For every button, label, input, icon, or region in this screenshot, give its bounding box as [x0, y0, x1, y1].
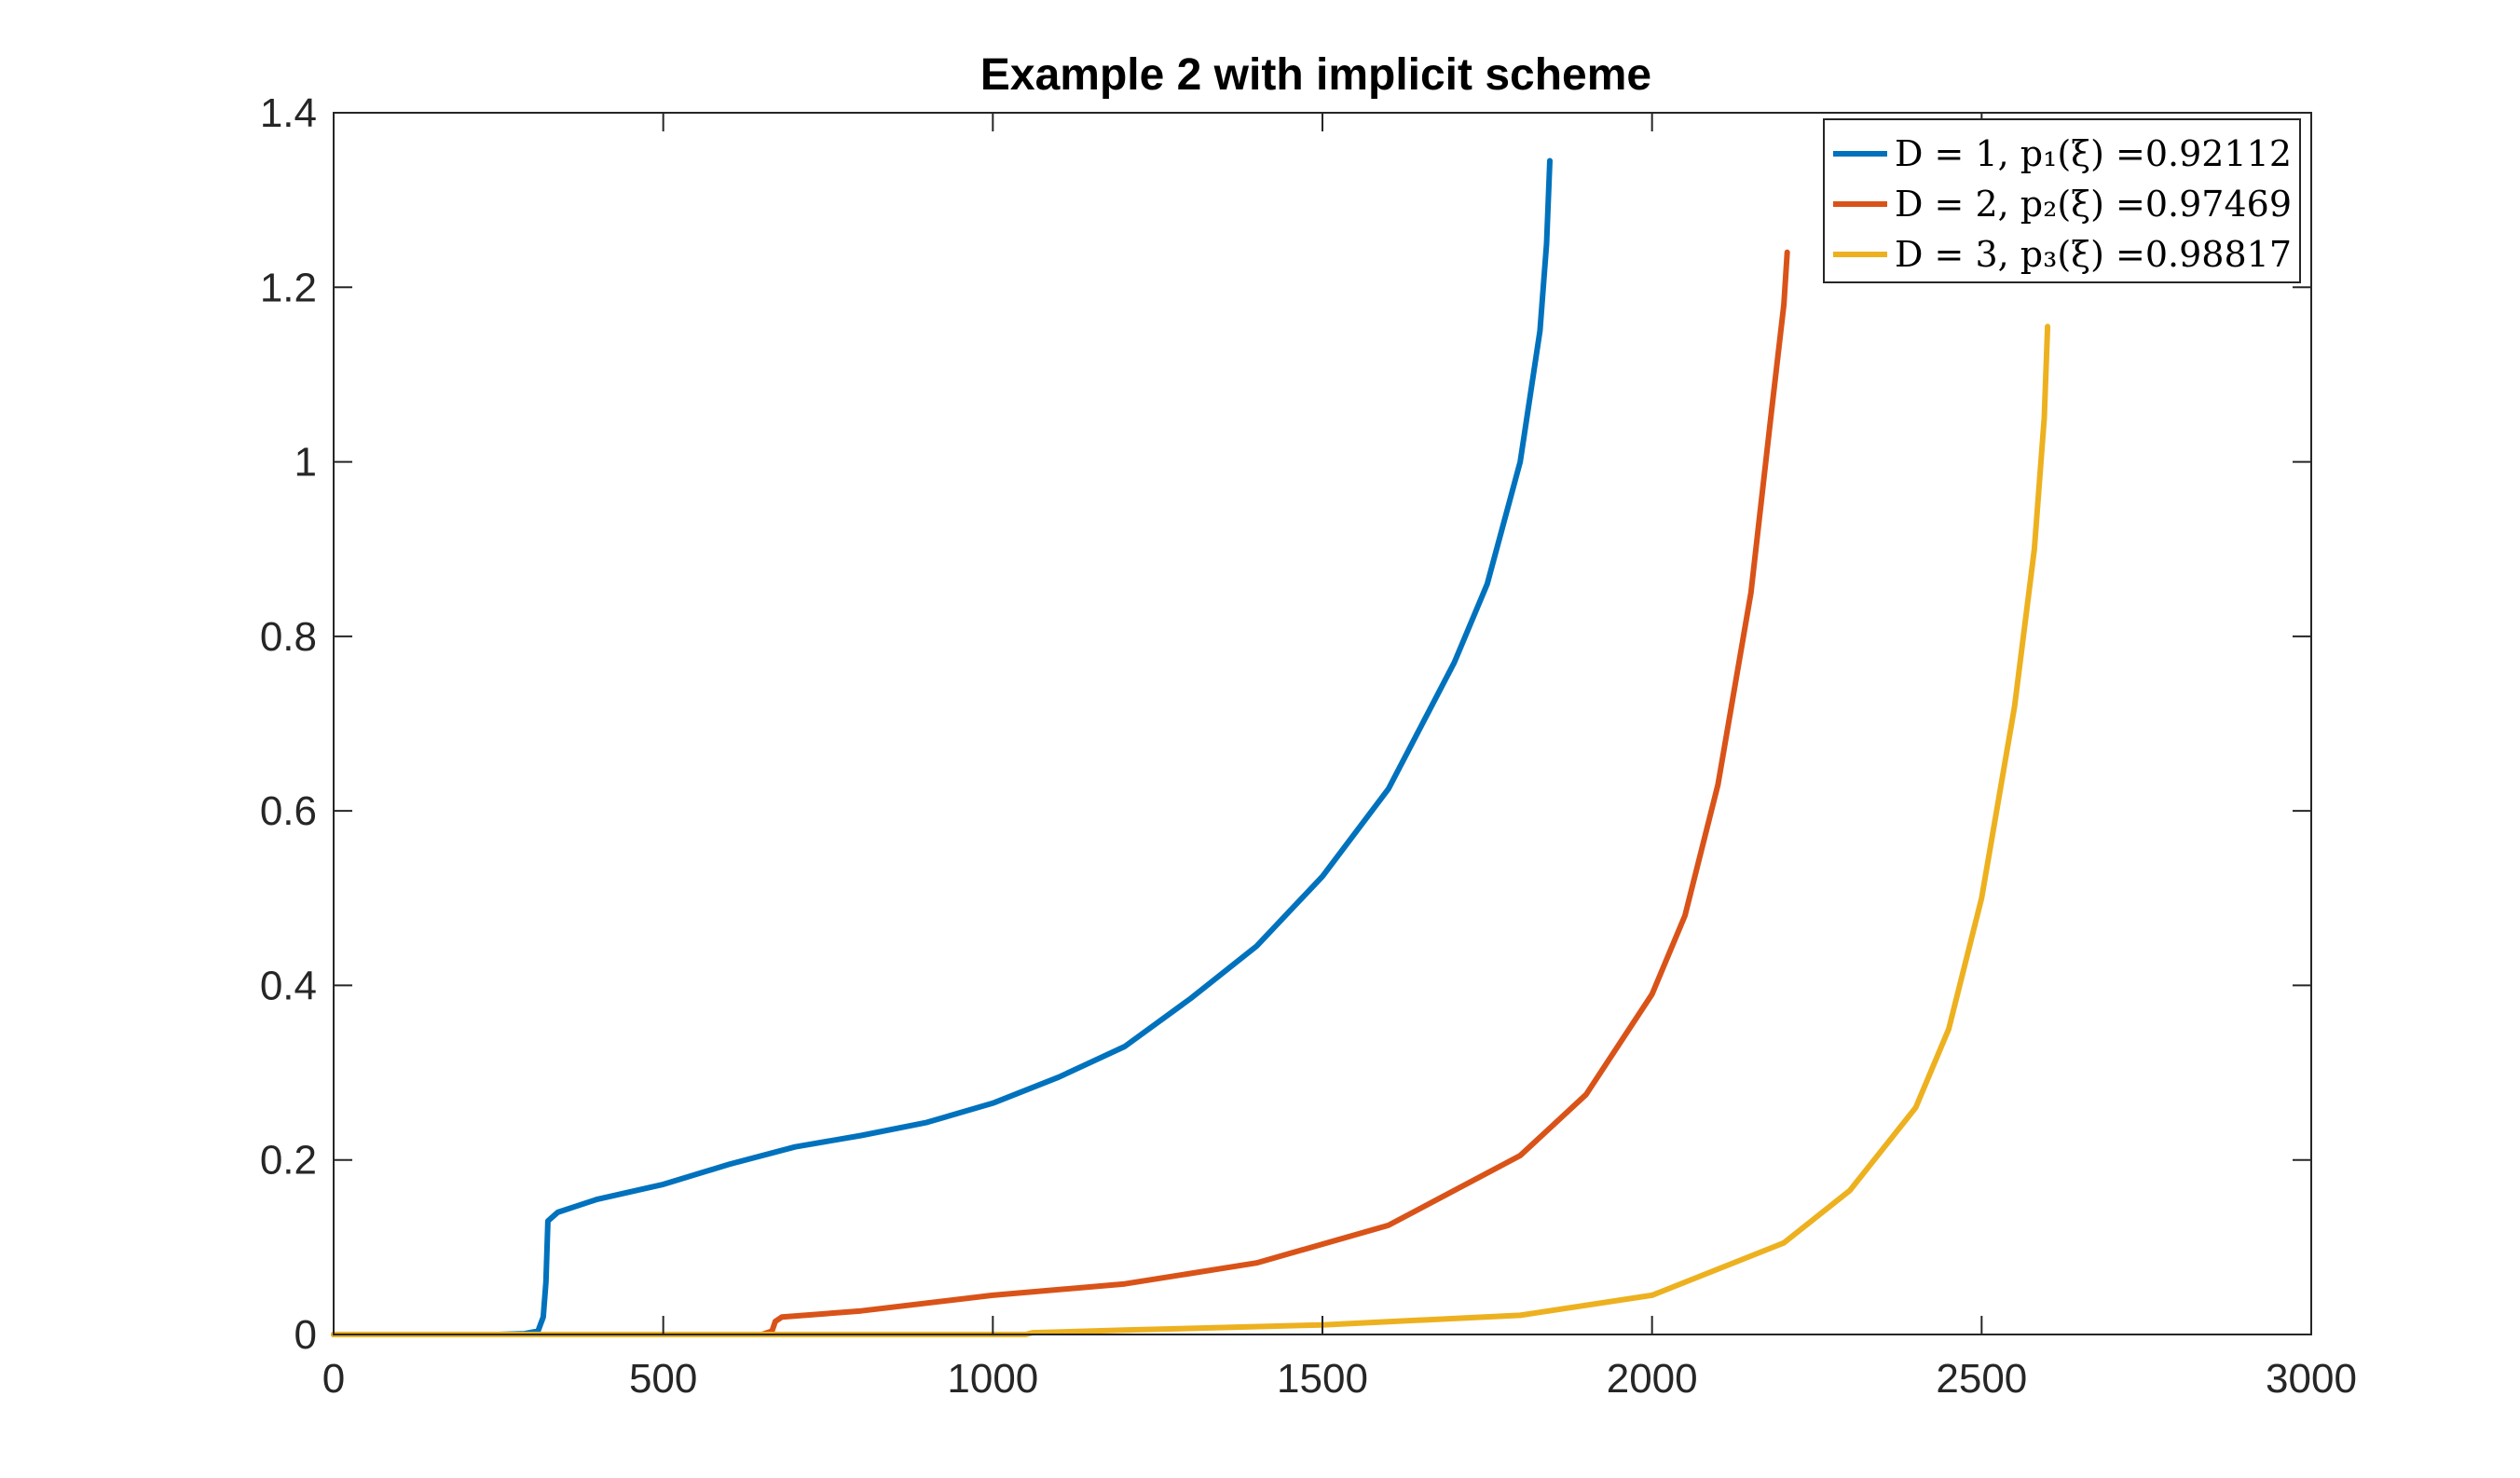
x-tick-label: 1000 — [947, 1356, 1038, 1402]
y-tick-label: 0 — [294, 1312, 317, 1358]
y-tick-label: 1.4 — [260, 90, 317, 136]
y-tick-label: 0.8 — [260, 614, 317, 660]
legend-box — [1823, 118, 2301, 283]
x-tick-label: 500 — [629, 1356, 697, 1402]
legend-label-2: D = 2, p₂(ξ) =0.97469 — [1895, 184, 2292, 225]
y-tick-label: 0.4 — [260, 963, 317, 1008]
series-line-2 — [331, 249, 1790, 1337]
x-tick-label: 3000 — [2266, 1356, 2357, 1402]
y-tick-label: 0.2 — [260, 1138, 317, 1184]
y-tick-label: 0.6 — [260, 788, 317, 834]
x-tick-label: 1500 — [1277, 1356, 1368, 1402]
axes: 0 500 1000 1500 2000 2500 3000 0 0.2 0.4 0.6 0.8 1 1.… — [260, 90, 2357, 1402]
y-tick-label: 1.2 — [260, 265, 317, 310]
plot-area — [331, 157, 2051, 1337]
x-tick-label: 2500 — [1936, 1356, 2027, 1402]
series-line-1 — [331, 157, 1553, 1337]
legend: D = 1, p₁(ξ) =0.92112 D = 2, p₂(ξ) =0.974… — [1823, 118, 2301, 283]
series-line-3 — [331, 323, 2051, 1337]
x-tick-label: 0 — [322, 1356, 345, 1402]
x-tick-label: 2000 — [1607, 1356, 1698, 1402]
axes-box — [333, 112, 2312, 1335]
legend-label-1: D = 1, p₁(ξ) =0.92112 — [1895, 133, 2292, 174]
y-tick-label: 1 — [294, 440, 317, 486]
legend-label-3: D = 3, p₃(ξ) =0.98817 — [1895, 234, 2292, 275]
chart-title: Example 2 with implicit scheme — [980, 50, 1651, 100]
